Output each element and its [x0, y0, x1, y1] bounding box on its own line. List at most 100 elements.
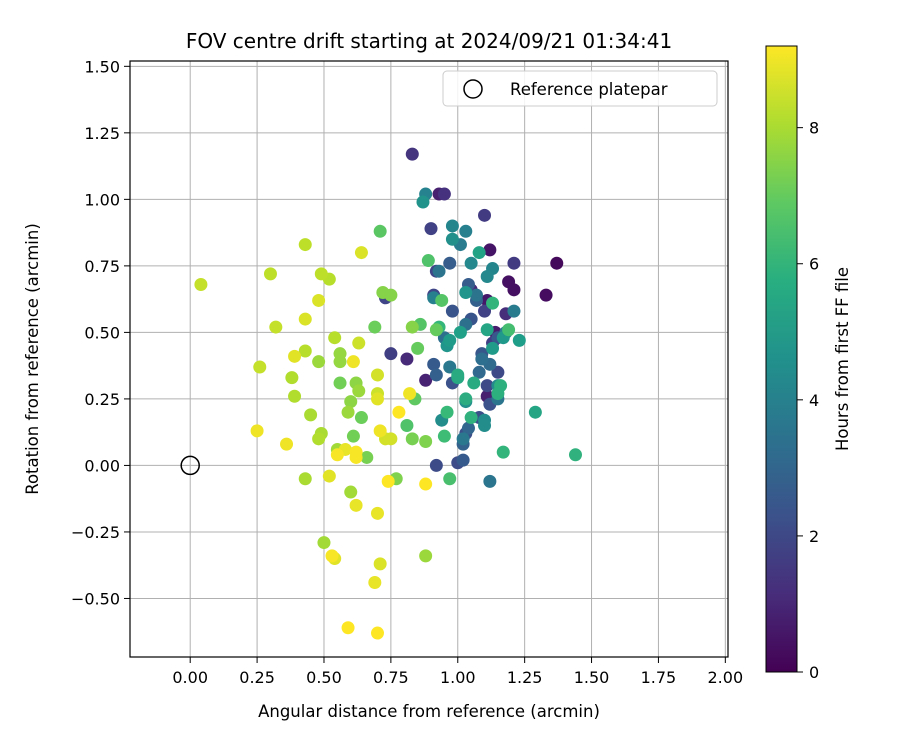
scatter-point [483, 474, 497, 488]
scatter-point [419, 549, 433, 563]
x-tick-label: 1.50 [574, 668, 610, 687]
colorbar-tick-label: 4 [809, 391, 819, 410]
scatter-point [486, 296, 500, 310]
scatter-point [253, 360, 267, 374]
scatter-point [432, 264, 446, 278]
scatter-point [269, 320, 283, 334]
scatter-point [330, 448, 344, 462]
plot-area [130, 61, 728, 657]
scatter-point [478, 419, 492, 433]
scatter-point [429, 323, 443, 337]
scatter-point [298, 312, 312, 326]
scatter-point [453, 325, 467, 339]
scatter-point [459, 392, 473, 406]
colorbar-tick-label: 6 [809, 255, 819, 274]
legend-box [442, 70, 718, 107]
scatter-point [456, 432, 470, 446]
scatter-point [419, 434, 433, 448]
scatter-point [550, 256, 564, 270]
scatter-point [437, 187, 451, 201]
y-tick-label: 0.50 [84, 323, 120, 342]
y-tick-label: 1.00 [84, 190, 120, 209]
scatter-point [373, 224, 387, 238]
scatter-point [459, 285, 473, 299]
scatter-point [480, 379, 494, 393]
scatter-point [445, 219, 459, 233]
x-axis-ticks: 0.00 0.25 0.50 0.75 1.00 1.25 1.50 1.75 2.00 [172, 657, 743, 687]
scatter-point [384, 347, 398, 361]
scatter-point [472, 365, 486, 379]
scatter-point [285, 371, 299, 385]
scatter-point [405, 147, 419, 161]
colorbar-tick-label: 2 [809, 527, 819, 546]
scatter-point [478, 208, 492, 222]
x-tick-label: 0.75 [373, 668, 409, 687]
colorbar-tick-label: 0 [809, 663, 819, 682]
scatter-point [480, 323, 494, 337]
scatter-point [528, 405, 542, 419]
scatter-point [194, 278, 208, 291]
scatter-point [344, 395, 358, 409]
scatter-point [437, 429, 451, 443]
scatter-point [298, 472, 312, 486]
y-tick-label: 1.25 [84, 124, 120, 143]
scatter-point [373, 424, 387, 438]
scatter-point [312, 293, 326, 307]
scatter-point [370, 368, 384, 382]
scatter-point [512, 333, 526, 347]
scatter-point [400, 419, 414, 433]
scatter-point [467, 376, 481, 390]
scatter-point [288, 349, 302, 363]
x-tick-label: 0.00 [172, 668, 208, 687]
scatter-point [341, 621, 355, 635]
scatter-point [491, 365, 505, 379]
scatter-point [416, 195, 430, 209]
colorbar-label: Hours from first FF file [833, 267, 852, 451]
scatter-point [384, 288, 398, 302]
plot-frame [129, 60, 729, 658]
scatter-point [507, 256, 521, 270]
scatter-point [325, 549, 339, 563]
scatter-point [370, 506, 384, 520]
scatter-point [502, 323, 516, 337]
scatter-point [381, 474, 395, 488]
chart-title: FOV centre drift starting at 2024/09/21 … [186, 29, 672, 53]
scatter-point [304, 408, 318, 422]
scatter-point [443, 256, 457, 270]
scatter-point [461, 421, 475, 435]
scatter-point [370, 392, 384, 406]
scatter-point [419, 477, 433, 491]
scatter-point [456, 453, 470, 467]
legend-entry-reference-platepar: Reference platepar [510, 80, 668, 99]
colorbar-gradient [766, 46, 797, 672]
scatter-point [464, 411, 478, 425]
scatter-point [263, 267, 277, 281]
scatter-point [346, 429, 360, 443]
scatter-point [405, 320, 419, 334]
scatter-point [483, 243, 497, 257]
x-tick-label: 0.50 [306, 668, 342, 687]
scatter-point [370, 626, 384, 640]
scatter-point [341, 405, 355, 419]
y-axis-label: Rotation from reference (arcmin) [23, 223, 42, 495]
colorbar-tick-label: 8 [809, 119, 819, 138]
colorbar-frame [765, 45, 798, 673]
scatter-point [464, 256, 478, 270]
scatter-point [469, 288, 483, 302]
y-tick-label: 1.50 [84, 57, 120, 76]
scatter-point [360, 450, 374, 464]
scatter-point [475, 352, 489, 366]
scatter-point [333, 376, 347, 390]
scatter-point [400, 352, 414, 366]
scatter-point [443, 333, 457, 347]
y-tick-label: −0.50 [71, 589, 120, 608]
x-tick-label: 2.00 [708, 668, 744, 687]
scatter-point [424, 222, 438, 236]
scatter-point [443, 360, 457, 374]
x-axis-label: Angular distance from reference (arcmin) [258, 702, 600, 721]
scatter-point [451, 368, 465, 382]
scatter-point [250, 424, 264, 438]
y-tick-label: 0.75 [84, 257, 120, 276]
scatter-point [328, 331, 342, 345]
legend: Reference platepar [442, 70, 718, 107]
